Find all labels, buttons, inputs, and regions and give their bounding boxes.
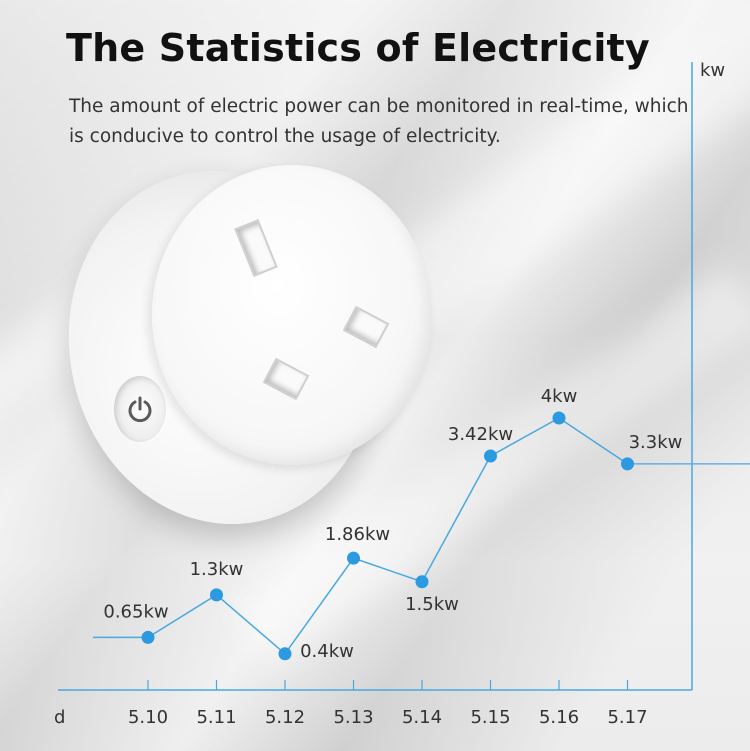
page-title: The Statistics of Electricity <box>66 26 650 70</box>
data-label: 1.3kw <box>190 559 244 580</box>
data-point <box>210 588 223 602</box>
x-tick-label: 5.17 <box>607 707 647 728</box>
data-label: 3.3kw <box>629 432 683 453</box>
y-axis-label: kw <box>700 60 725 81</box>
data-label: 4kw <box>541 386 578 407</box>
data-point <box>415 575 429 589</box>
x-tick-label: 5.13 <box>333 707 373 728</box>
data-label: 0.65kw <box>103 601 168 622</box>
data-point <box>347 551 360 565</box>
power-button <box>114 376 166 442</box>
data-label: 1.5kw <box>405 594 459 615</box>
x-tick-label: 5.11 <box>196 707 236 728</box>
data-point <box>621 457 634 471</box>
data-point <box>552 411 566 425</box>
smart-plug-face <box>152 165 432 465</box>
data-label: 3.42kw <box>448 424 513 445</box>
power-icon <box>128 396 152 423</box>
x-axis-label: d <box>54 707 65 728</box>
data-label: 1.86kw <box>325 524 390 545</box>
data-label: 0.4kw <box>300 641 354 662</box>
x-tick-label: 5.14 <box>402 707 442 728</box>
x-tick-label: 5.16 <box>539 707 579 728</box>
data-point <box>278 647 292 661</box>
x-tick-label: 5.12 <box>265 707 305 728</box>
x-tick-label: 5.10 <box>128 707 168 728</box>
data-point <box>484 449 497 463</box>
data-point <box>141 630 155 644</box>
x-tick-label: 5.15 <box>470 707 510 728</box>
page-subtitle: The amount of electric power can be moni… <box>69 96 689 147</box>
